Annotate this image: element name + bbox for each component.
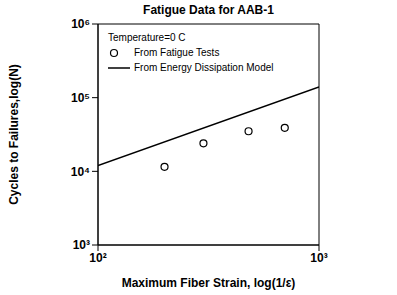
svg-text:10⁶: 10⁶ (71, 17, 90, 31)
html-text:Temperature=0 C: Temperature=0 C (108, 32, 186, 43)
svg-text:10⁵: 10⁵ (71, 91, 90, 105)
svg-text:10⁴: 10⁴ (71, 165, 90, 179)
html-text:Fatigue Data for AAB-1: Fatigue Data for AAB-1 (143, 3, 274, 17)
svg-text:Cycles to Failures,log(N): Cycles to Failures,log(N) (8, 64, 21, 205)
html-text:From Energy Dissipation Model: From Energy Dissipation Model (134, 62, 274, 73)
svg-text:Maximum Fiber Strain, log(1/ε): Maximum Fiber Strain, log(1/ε) (122, 276, 296, 290)
svg-text:10³: 10³ (310, 251, 327, 265)
svg-text:10³: 10³ (73, 238, 90, 252)
svg-text:10²: 10² (89, 251, 106, 265)
html-text:From Fatigue Tests: From Fatigue Tests (134, 47, 220, 58)
